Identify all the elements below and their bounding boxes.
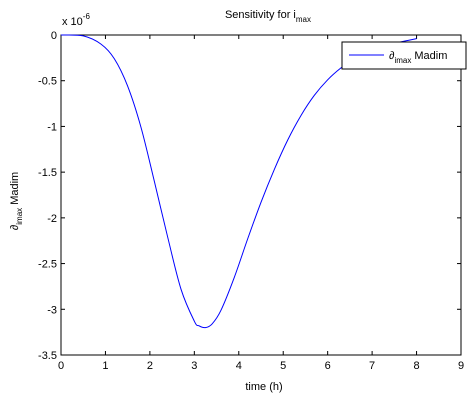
y-tick-label: -2 xyxy=(47,213,57,225)
y-tick-label: -0.5 xyxy=(38,76,57,88)
chart-title: Sensitivity for imax xyxy=(225,9,311,24)
x-tick-label: 7 xyxy=(369,360,375,372)
x-tick-label: 3 xyxy=(191,360,197,372)
x-tick-label: 5 xyxy=(280,360,286,372)
y-axis-label: ∂imax Madim xyxy=(9,172,24,230)
y-tick-label: -1.5 xyxy=(38,167,57,179)
legend-entry: ∂imax Madim xyxy=(389,50,447,65)
x-tick-label: 4 xyxy=(236,360,242,372)
chart-title-main: Sensitivity for i xyxy=(225,9,296,21)
y-axis-ticks: 0 -0.5 -1 -1.5 -2 -2.5 -3 -3.5 xyxy=(38,30,461,362)
x-tick-label: 6 xyxy=(325,360,331,372)
y-tick-label: -1 xyxy=(47,121,57,133)
legend-entry-tail: Madim xyxy=(411,50,447,62)
plot-area xyxy=(60,34,462,356)
y-axis-label-tail: Madim xyxy=(9,172,21,208)
y-multiplier-exponent: -6 xyxy=(83,12,91,21)
x-axis-ticks: 0 1 2 3 4 5 6 7 8 9 xyxy=(58,35,464,372)
chart-title-subscript: max xyxy=(296,15,311,24)
y-tick-label: -2.5 xyxy=(38,259,57,271)
x-tick-label: 1 xyxy=(102,360,108,372)
x-axis-label: time (h) xyxy=(245,381,282,393)
y-multiplier-prefix: x 10 xyxy=(62,16,83,28)
legend-entry-subscript: imax xyxy=(394,56,411,65)
y-tick-label: 0 xyxy=(51,30,57,42)
legend: ∂imax Madim xyxy=(341,41,467,70)
x-tick-label: 9 xyxy=(458,360,464,372)
y-tick-label: -3.5 xyxy=(38,350,57,362)
legend-entry-main: ∂ xyxy=(389,50,395,62)
x-tick-label: 0 xyxy=(58,360,64,372)
y-axis-label-main: ∂ xyxy=(9,224,21,230)
x-tick-label: 8 xyxy=(413,360,419,372)
y-axis-label-subscript: imax xyxy=(15,208,24,225)
y-tick-label: -3 xyxy=(47,304,57,316)
y-multiplier: x 10-6 xyxy=(62,12,90,28)
x-tick-label: 2 xyxy=(147,360,153,372)
